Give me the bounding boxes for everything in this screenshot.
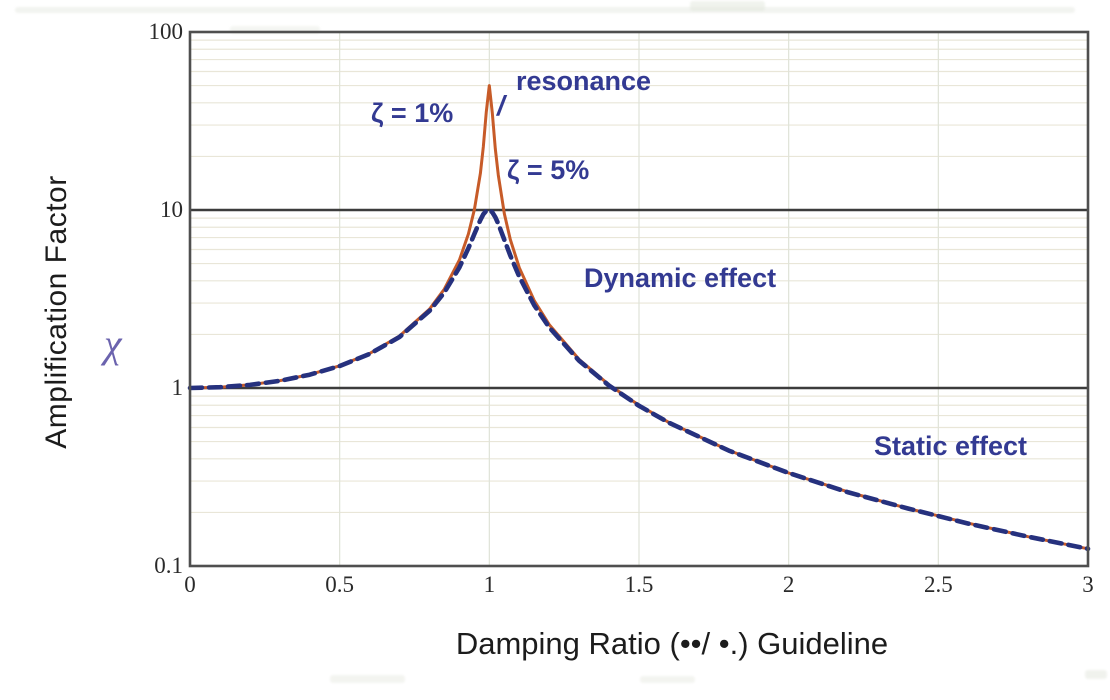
scan-artifact-top-band bbox=[15, 7, 1075, 13]
x-tick-label-2.5: 2.5 bbox=[923, 572, 953, 597]
y-tick-label-100: 100 bbox=[148, 19, 184, 44]
x-tick-label-1.5: 1.5 bbox=[624, 572, 654, 597]
curve-zeta-5-percent bbox=[187, 207, 1091, 552]
y-axis-title: Amplification Factor bbox=[40, 175, 73, 449]
x-tick-label-0.5: 0.5 bbox=[325, 572, 355, 597]
x-tick-label-0: 0 bbox=[184, 572, 196, 597]
x-tick-label-1: 1 bbox=[483, 572, 496, 597]
scan-artifact-bottom-2 bbox=[640, 676, 695, 683]
plot-border bbox=[188, 30, 1090, 568]
annotation-zeta-5-percent: ζ = 5% bbox=[507, 155, 590, 185]
scan-artifact-bottom-1 bbox=[330, 675, 405, 683]
scan-artifact-top-2 bbox=[690, 1, 765, 11]
scan-artifact-bottom-3 bbox=[1085, 670, 1107, 679]
annotation-dynamic-effect: Dynamic effect bbox=[584, 263, 777, 293]
annotation-zeta-1-percent: ζ = 1% bbox=[371, 98, 454, 128]
x-tick-label-2: 2 bbox=[782, 572, 795, 597]
y-tick-label-10: 10 bbox=[160, 197, 183, 222]
x-tick-label-3: 3 bbox=[1082, 572, 1094, 597]
x-axis-title: Damping Ratio (••/ •.) Guideline bbox=[455, 626, 889, 661]
y-tick-label-1: 1 bbox=[171, 375, 184, 400]
annotation-resonance: resonance bbox=[516, 66, 652, 96]
y-axis-symbol-chi: χ bbox=[104, 321, 122, 366]
y-tick-label-0.1: 0.1 bbox=[154, 553, 183, 578]
scan-artifact-top-1 bbox=[230, 26, 320, 34]
annotation-static-effect: Static effect bbox=[874, 431, 1028, 461]
resonance-pointer-line: / bbox=[497, 90, 505, 121]
